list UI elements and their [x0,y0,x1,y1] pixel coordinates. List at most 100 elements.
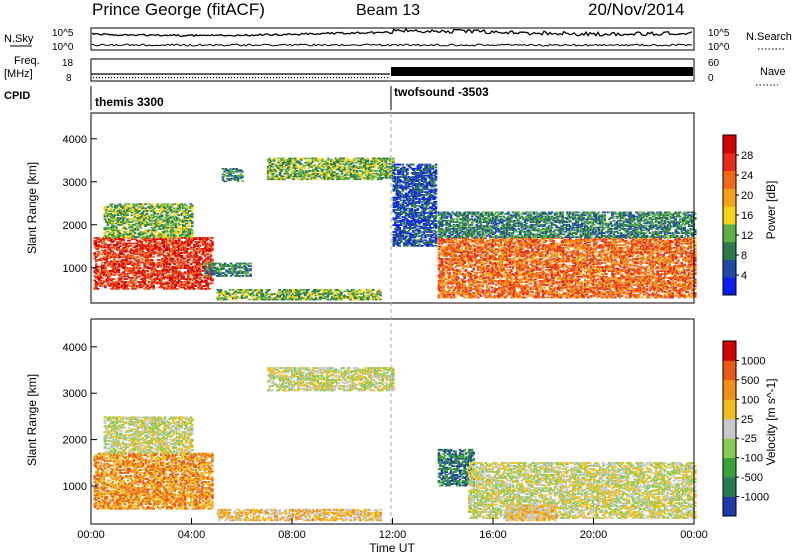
scatter-cell [168,264,172,267]
scatter-cell [110,282,113,285]
scatter-cell [98,279,101,282]
nave-dot [288,77,289,79]
scatter-cell [196,279,199,282]
freq-tick-high: 18 [62,58,74,69]
scatter-cell [202,275,205,278]
scatter-cell [156,203,159,206]
scatter-cell [99,259,103,261]
scatter-cell [165,276,169,279]
scatter-cell [110,239,113,242]
scatter-cell [114,268,118,271]
scatter-cell [108,261,112,264]
scatter-cell [108,253,112,256]
scatter-cell [276,298,280,301]
scatter-cell [140,249,143,252]
scatter-cell [434,231,438,233]
scatter-cell [194,243,198,246]
scatter-cell [200,263,204,265]
scatter-cell [96,237,100,239]
scatter-cell [131,254,134,257]
scatter-cell [107,281,110,283]
scatter-cell [156,274,160,276]
scatter-cell [202,237,205,239]
scatter-cell [203,279,207,282]
scatter-cell [165,242,169,245]
freq-tick-low: 8 [66,73,72,84]
scatter-cell [103,215,107,218]
scatter-cell [128,256,131,258]
scatter-cell [191,287,195,290]
scatter-cell [176,242,179,245]
scatter-cell [199,264,202,267]
scatter-cell [132,261,136,264]
scatter-cell [176,274,179,276]
scatter-cell [114,214,117,217]
scatter-cell [187,256,190,258]
scatter-cell [165,263,169,265]
scatter-cell [190,248,193,250]
scatter-cell [117,286,121,289]
scatter-cell [95,268,98,271]
scatter-cell [95,271,98,274]
scatter-cell [176,260,179,263]
scatter-cell [173,250,176,253]
scatter-cell [122,239,125,242]
scatter-cell [144,254,148,257]
nave-dot [102,77,103,79]
scatter-cell [120,265,124,268]
scatter-cell [138,253,142,256]
scatter-cell [131,272,134,275]
scatter-cell [164,270,167,272]
scatter-cell [120,260,124,263]
nave-dot [231,77,232,79]
scatter-cell [194,281,198,283]
scatter-cell [104,261,107,264]
scatter-cell [187,274,190,276]
scatter-cell [182,249,186,252]
scatter-cell [156,265,160,268]
scatter-cell [98,252,101,254]
scatter-cell [128,239,131,242]
scatter-cell [206,257,210,260]
scatter-cell [173,263,176,265]
scatter-cell [146,259,149,261]
scatter-cell [193,268,196,271]
scatter-cell [202,281,205,283]
scatter-cell [316,172,320,175]
scatter-cell [200,248,204,250]
nsky-tick-low: 10^0 [52,42,74,53]
scatter-cell [164,281,167,283]
scatter-cell [134,238,137,241]
scatter-cell [102,252,106,254]
scatter-cell [105,259,109,261]
scatter-cell [159,259,163,261]
scatter-cell [131,271,134,274]
scatter-cell [143,270,146,272]
scatter-cell [333,171,336,174]
scatter-cell [158,253,161,256]
scatter-cell [171,279,175,282]
scatter-cell [114,282,118,285]
scatter-cell [153,245,157,247]
scatter-cell [155,282,158,285]
scatter-cell [142,236,146,239]
scatter-cell [170,242,173,245]
scatter-cell [98,283,101,286]
scatter-cell [174,239,178,242]
scatter-cell [159,242,163,245]
scatter-cell [117,257,121,260]
scatter-cell [143,272,146,275]
scatter-cell [185,249,189,252]
scatter-cell [114,285,118,287]
scatter-cell [177,270,181,272]
nave-dot [210,77,211,79]
scatter-cell [106,212,110,215]
nave-dot [183,77,184,79]
scatter-cell [188,254,192,257]
scatter-cell [149,261,152,264]
scatter-cell [105,207,108,210]
scatter-cell [415,205,418,207]
scatter-cell [205,279,208,282]
scatter-cell [135,256,139,258]
scatter-cell [93,271,97,274]
